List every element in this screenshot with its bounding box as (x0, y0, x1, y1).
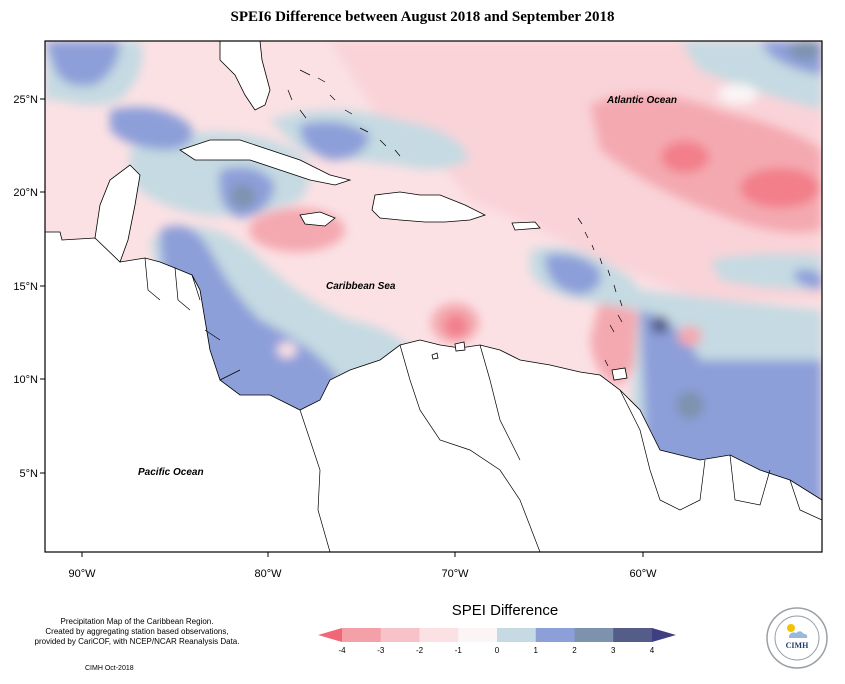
legend-tick-label: 4 (650, 646, 655, 655)
map-frame-border (44, 40, 823, 553)
bahamas (287, 69, 401, 157)
footer-note: CIMH Oct-2018 (85, 665, 134, 672)
atlantic-label: Atlantic Ocean (606, 95, 677, 106)
borders (144, 257, 822, 552)
legend-title: SPEI Difference (451, 602, 559, 619)
legend-swatch (342, 628, 382, 642)
credits: Precipitation Map of the Caribbean Regio… (22, 617, 252, 647)
lat-tick-5: 5°N (20, 468, 39, 480)
legend-tick-label: -1 (455, 646, 463, 655)
lon-tick-80: 80°W (254, 568, 282, 580)
credits-line-3: provided by CariCOF, with NCEP/NCAR Rean… (34, 637, 240, 646)
legend-arrow-low (318, 628, 342, 642)
logo-text: CIMH (786, 641, 809, 650)
credits-line-1: Precipitation Map of the Caribbean Regio… (60, 617, 214, 626)
legend-tick-label: 2 (572, 646, 577, 655)
lat-tick-20: 20°N (13, 187, 38, 199)
lesser-antilles (577, 217, 623, 367)
legend-swatch (613, 628, 653, 642)
legend-swatch (497, 628, 537, 642)
lon-tick-60: 60°W (629, 568, 657, 580)
legend-swatch (458, 628, 498, 642)
legend-tick-label: -2 (416, 646, 424, 655)
lat-tick-marks (40, 98, 45, 474)
legend-tick-label: 3 (611, 646, 616, 655)
legend-swatch (419, 628, 459, 642)
legend-tick-label: -4 (338, 646, 346, 655)
lon-tick-marks (81, 552, 644, 557)
legend-swatch (574, 628, 614, 642)
spei-field (45, 41, 822, 552)
lat-tick-10: 10°N (13, 374, 38, 386)
map-title: SPEI6 Difference between August 2018 and… (230, 9, 615, 25)
legend-swatch (380, 628, 420, 642)
caribbean-label: Caribbean Sea (326, 281, 396, 292)
lat-tick-25: 25°N (13, 94, 38, 106)
spei-map: Atlantic Ocean Caribbean Sea Pacific Oce… (13, 40, 823, 580)
legend-tick-label: -3 (377, 646, 385, 655)
cloud-icon (789, 631, 808, 638)
lat-tick-15: 15°N (13, 281, 38, 293)
pacific-label: Pacific Ocean (138, 467, 204, 478)
legend-tick-label: 1 (534, 646, 539, 655)
sun-icon (787, 624, 795, 632)
credits-line-2: Created by aggregating station based obs… (45, 627, 229, 636)
cimh-logo: CIMH (766, 607, 828, 669)
land (45, 41, 822, 552)
legend-arrow-high (652, 628, 676, 642)
lon-tick-90: 90°W (68, 568, 96, 580)
legend-swatch (535, 628, 575, 642)
lon-tick-70: 70°W (441, 568, 469, 580)
legend-tick-label: 0 (495, 646, 500, 655)
